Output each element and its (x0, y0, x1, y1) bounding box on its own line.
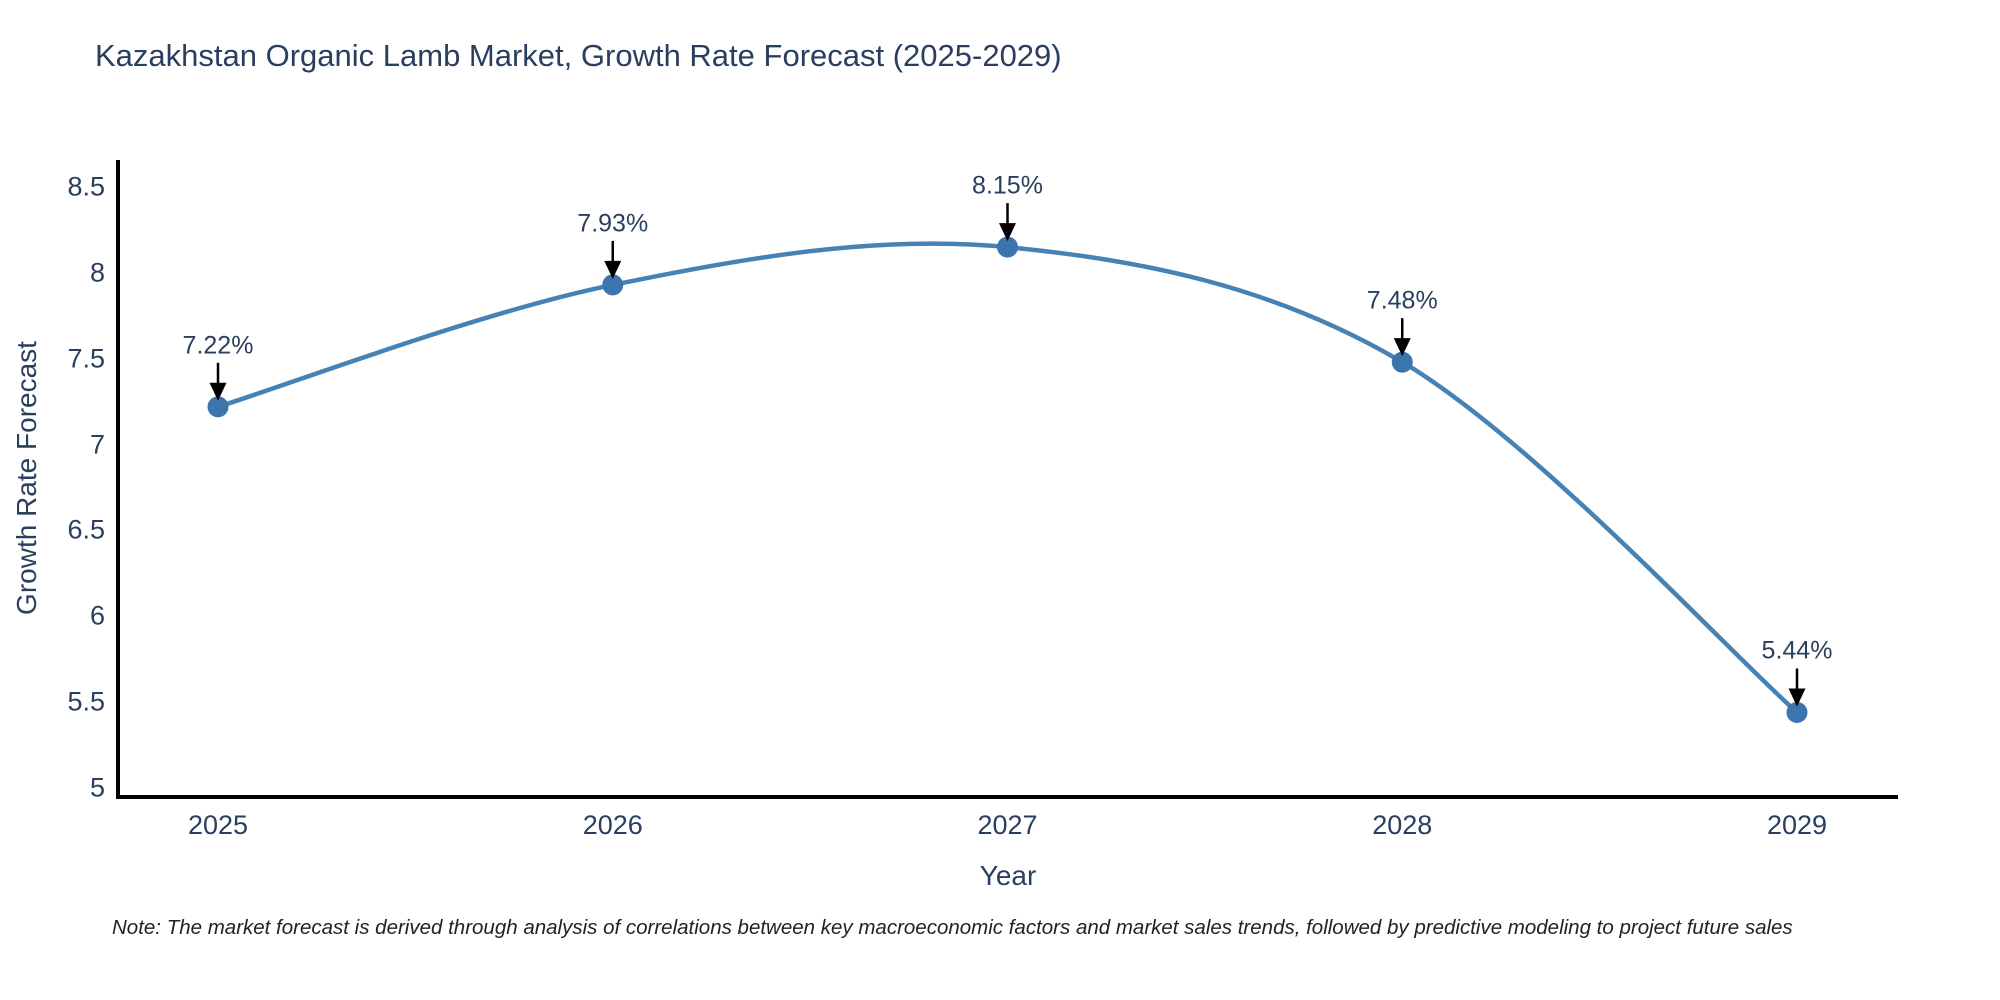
x-tick-label-2025: 2025 (187, 810, 249, 840)
data-point-2028[interactable] (1391, 351, 1413, 373)
footnote-text: Note: The market forecast is derived thr… (112, 916, 1793, 939)
y-tick-label-8.5: 8.5 (67, 171, 105, 202)
x-axis-title: Year (979, 860, 1037, 891)
y-tick-label-6: 6 (89, 600, 105, 631)
y-axis-title: Growth Rate Forecast (11, 341, 42, 615)
annotation-arrowhead (1393, 338, 1411, 357)
annotation-arrowhead (1788, 688, 1806, 707)
data-point-2027[interactable] (997, 236, 1018, 258)
x-tick-label-2028: 2028 (1372, 810, 1433, 840)
x-tick-label-2029: 2029 (1766, 810, 1828, 840)
y-tick-label-5.5: 5.5 (67, 686, 105, 717)
trend-line (217, 241, 1799, 715)
annotation-arrowhead (999, 223, 1016, 242)
y-tick-label-8: 8 (89, 257, 105, 288)
y-tick-label-5: 5 (89, 772, 105, 803)
x-tick-label-2026: 2026 (582, 810, 643, 840)
annotation-arrowhead (209, 382, 227, 401)
data-label-2028: 7.48% (1366, 286, 1438, 315)
y-tick-label-7.5: 7.5 (67, 343, 105, 374)
y-tick-label-6.5: 6.5 (67, 514, 105, 545)
data-point-2025[interactable] (207, 396, 229, 418)
x-tick-label-2027: 2027 (977, 810, 1038, 840)
annotation-arrowhead (604, 260, 622, 279)
y-tick-label-7: 7 (89, 429, 105, 460)
data-label-2026: 7.93% (577, 209, 649, 238)
chart-title: Kazakhstan Organic Lamb Market, Growth R… (95, 38, 1062, 73)
data-point-2029[interactable] (1786, 701, 1808, 723)
data-label-2025: 7.22% (182, 331, 254, 360)
data-label-2027: 8.15% (972, 171, 1043, 200)
data-label-2029: 5.44% (1761, 636, 1833, 665)
data-point-2026[interactable] (602, 274, 624, 296)
